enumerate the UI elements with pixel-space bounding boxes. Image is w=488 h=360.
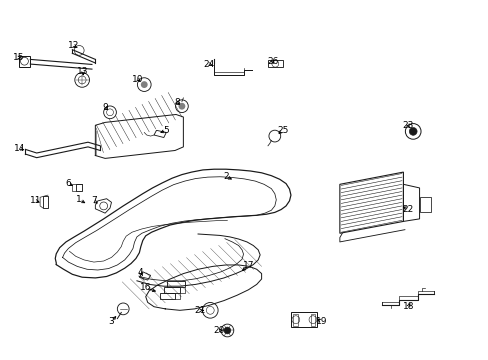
Circle shape: [141, 81, 147, 88]
Circle shape: [408, 127, 416, 135]
Text: 21: 21: [194, 306, 206, 315]
Text: 17: 17: [242, 261, 254, 270]
Text: 5: 5: [163, 126, 169, 135]
Text: 1: 1: [76, 195, 82, 204]
Text: 13: 13: [77, 67, 89, 76]
Text: 10: 10: [132, 75, 143, 84]
Text: 8: 8: [174, 98, 180, 107]
Text: 4: 4: [138, 268, 143, 277]
Text: 23: 23: [402, 121, 413, 130]
Text: 16: 16: [140, 284, 151, 292]
Text: 14: 14: [14, 144, 25, 153]
Text: 7: 7: [91, 197, 97, 205]
Text: 11: 11: [29, 197, 41, 205]
Text: 12: 12: [67, 40, 79, 49]
Text: 2: 2: [223, 172, 228, 181]
Text: 3: 3: [108, 317, 114, 325]
Text: 9: 9: [102, 103, 108, 112]
Text: 24: 24: [203, 59, 215, 68]
Text: 20: 20: [213, 326, 224, 335]
Text: 25: 25: [276, 126, 288, 135]
Text: 26: 26: [266, 57, 278, 66]
Circle shape: [224, 327, 230, 334]
Text: 6: 6: [65, 179, 71, 188]
Circle shape: [178, 103, 185, 110]
Text: 15: 15: [13, 53, 24, 62]
Text: 22: 22: [402, 205, 413, 214]
Text: 18: 18: [402, 302, 413, 311]
Text: 19: 19: [315, 317, 327, 325]
